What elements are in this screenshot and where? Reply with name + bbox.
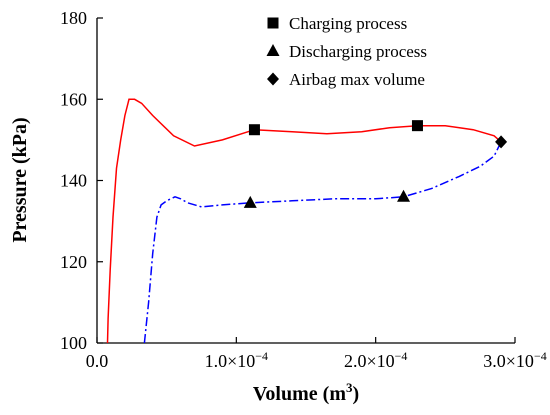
x-axis-title-exponent: 3 [346,380,353,395]
legend-label: Discharging process [289,42,427,61]
legend: Charging process Discharging process Airba… [266,14,427,89]
y-tick-label: 120 [60,252,87,272]
x-tick-label: 0.0 [86,351,109,371]
legend-label: Airbag max volume [289,70,425,89]
y-tick-label: 140 [60,171,87,191]
series-line [106,98,502,344]
y-axis-title: Pressure (kPa) [9,117,31,242]
x-axis-title: Volume (m3) [253,380,359,405]
x-axis-title-text: Volume (m [253,383,346,405]
legend-diamond-icon [267,72,279,86]
legend-square-icon [267,17,279,29]
axes [96,18,515,344]
x-tick-label: 2.0×10−4 [344,349,407,371]
y-tick-label: 160 [60,89,87,109]
legend-triangle-icon [266,44,280,56]
triangle-marker [397,189,411,202]
x-tick-label: 3.0×10−4 [483,349,546,371]
triangle-marker [243,195,257,208]
series-line [143,141,502,344]
y-tick-label: 100 [60,333,87,353]
series-markers [243,120,508,208]
y-tick-label: 180 [60,8,87,28]
series-lines [106,98,502,344]
legend-label: Charging process [289,14,407,33]
square-marker [248,124,260,136]
square-marker [411,120,423,132]
x-tick-label: 1.0×10−4 [205,349,268,371]
ticks: 100 120 140 160 180 0.0 1.0×10−4 2.0×10−4 3.0×10… [60,8,547,371]
diamond-marker [495,135,508,149]
